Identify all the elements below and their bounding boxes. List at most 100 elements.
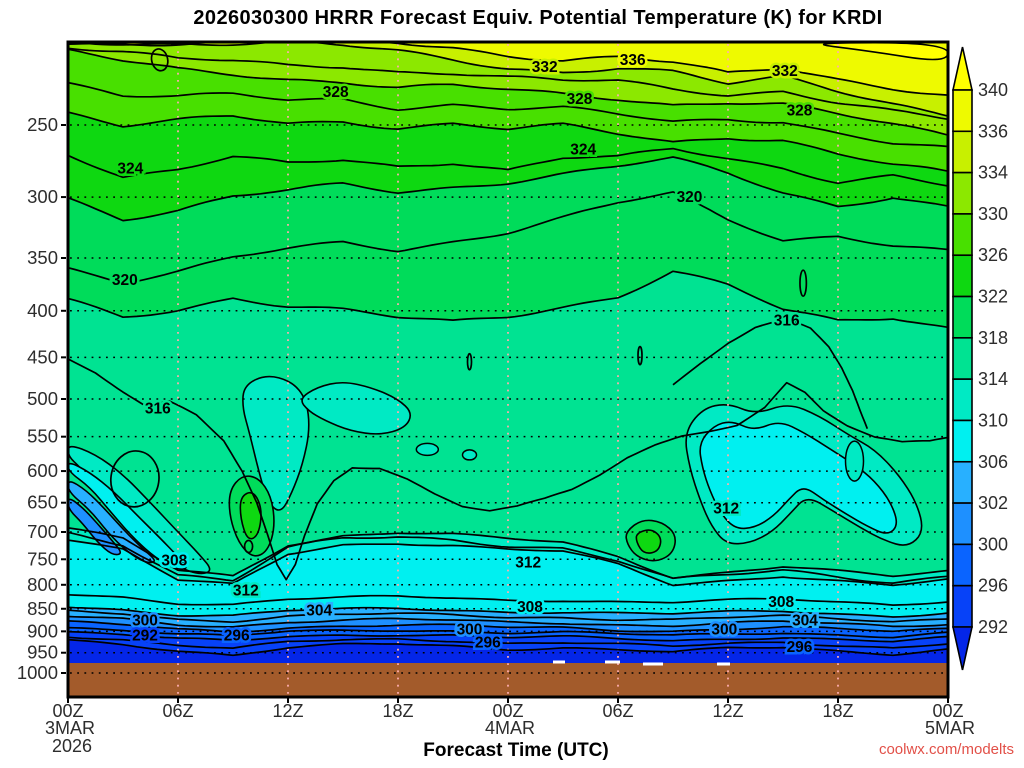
y-tick-label: 750: [27, 548, 58, 569]
colorbar-segment: [952, 130, 973, 174]
contour-label-324: 324: [117, 160, 143, 177]
x-tick-date: 3MAR: [45, 718, 95, 738]
contour-label-304: 304: [792, 613, 818, 630]
contour-label-296: 296: [224, 628, 250, 645]
colorbar-segment: [952, 337, 973, 380]
patch-turq-blob-2: [461, 449, 478, 461]
x-tick-label: 00Z: [492, 701, 523, 721]
contour-tiny-dash-mid: [466, 352, 473, 371]
patch-turq-mid: [301, 381, 412, 435]
y-tick-label: 300: [27, 186, 58, 207]
colorbar-label: 334: [978, 163, 1008, 183]
x-axis-title: Forecast Time (UTC): [423, 740, 609, 761]
contour-labels: 332 336 332 328 328 328 324 324 320 320 316 316 312 3…: [109, 49, 820, 658]
patch-turq-blob-1: [415, 442, 440, 457]
contour-label-312: 312: [713, 501, 739, 518]
colorbar-label: 306: [978, 452, 1008, 472]
contour-label-308: 308: [517, 599, 543, 616]
contour-label-316: 316: [774, 313, 800, 330]
colorbar-label: 292: [978, 617, 1008, 637]
ground-layer: [68, 662, 948, 697]
colorbar-label: 314: [978, 369, 1008, 389]
patch-right-green-inner: [635, 529, 662, 554]
contour-label-328: 328: [787, 103, 813, 120]
x-tick-label: 12Z: [712, 701, 743, 721]
contour-label-336: 336: [620, 52, 646, 69]
patch-pocket-core: [68, 498, 122, 556]
contour-label-328: 328: [323, 84, 349, 101]
contour-label-332: 332: [772, 63, 798, 80]
colorbar-label: 322: [978, 287, 1008, 307]
colorbar: 340 336 334 330 326 322 318 314 310 306 302 300 296 2…: [952, 46, 1008, 671]
x-tick-label: 06Z: [602, 701, 633, 721]
colorbar-segment: [952, 89, 973, 133]
y-tick-label: 900: [27, 620, 58, 641]
patch-green-blob-inner: [239, 491, 262, 540]
contour-label-292: 292: [132, 627, 158, 644]
colorbar-segment: [952, 584, 973, 628]
contour-label-332: 332: [532, 59, 558, 76]
colorbar-under-arrow: [952, 626, 973, 671]
x-tick-label: 00Z: [932, 701, 963, 721]
colorbar-label: 296: [978, 576, 1008, 596]
y-tick-label: 700: [27, 521, 58, 542]
colorbar-over-arrow: [952, 46, 973, 91]
colorbar-segment: [952, 543, 973, 587]
contour-label-320: 320: [677, 189, 703, 206]
x-tick-label: 18Z: [822, 701, 853, 721]
colorbar-label: 336: [978, 121, 1008, 141]
x-tick-label: 18Z: [382, 701, 413, 721]
colorbar-label: 302: [978, 493, 1008, 513]
y-tick-label: 600: [27, 460, 58, 481]
axes: 2503003504004505005506006507007508008509…: [17, 114, 975, 756]
plot-area: 332 336 332 328 328 328 324 324 320 320 316 316 312 3…: [68, 42, 948, 697]
contour-label-300: 300: [132, 613, 158, 630]
contour-tiny-loop-left: [243, 539, 254, 554]
contour-label-300: 300: [711, 622, 737, 639]
contour-label-300: 300: [457, 622, 483, 639]
contour-label-304: 304: [306, 603, 332, 620]
colorbar-label: 310: [978, 410, 1008, 430]
colorbar-label: 326: [978, 245, 1008, 265]
contour-label-296: 296: [475, 635, 501, 652]
y-tick-label: 500: [27, 388, 58, 409]
chart-title: 2026030300 HRRR Forecast Equiv. Potentia…: [193, 7, 883, 29]
x-tick-date: 5MAR: [925, 718, 975, 738]
y-tick-label: 400: [27, 300, 58, 321]
contour-small-oval-right: [799, 269, 808, 298]
y-tick-label: 1000: [17, 662, 58, 683]
contour-label-312: 312: [515, 554, 541, 571]
contour-label-324: 324: [570, 142, 596, 159]
contour-label-308: 308: [161, 552, 187, 569]
contour-label-320: 320: [112, 272, 138, 289]
colorbar-segment: [952, 378, 973, 422]
watermark-link[interactable]: coolwx.com/modelts: [878, 741, 1014, 758]
colorbar-segment: [952, 419, 973, 463]
y-tick-label: 250: [27, 114, 58, 135]
colorbar-segment: [952, 502, 973, 546]
colorbar-segment: [952, 254, 973, 298]
colorbar-segment: [952, 171, 973, 215]
colorbar-label: 330: [978, 204, 1008, 224]
y-tick-label: 800: [27, 574, 58, 595]
gridlines: [68, 44, 948, 695]
contour-label-328: 328: [567, 91, 593, 108]
y-tick-label: 450: [27, 346, 58, 367]
x-tick-label: 00Z: [52, 701, 83, 721]
contour-loop-316-left: [109, 450, 160, 508]
colorbar-label: 318: [978, 328, 1008, 348]
colorbar-segment: [952, 295, 973, 339]
contour-label-296: 296: [787, 639, 813, 656]
colorbar-segment: [952, 460, 973, 504]
x-tick-date: 4MAR: [485, 718, 535, 738]
contour-label-312: 312: [233, 583, 259, 600]
y-tick-label: 850: [27, 598, 58, 619]
y-tick-label: 350: [27, 247, 58, 268]
x-tick-label: 06Z: [162, 701, 193, 721]
colorbar-label: 340: [978, 80, 1008, 100]
contour-lines: [68, 42, 948, 657]
patch-turq-channel-left: [242, 375, 310, 511]
y-tick-label: 550: [27, 426, 58, 447]
